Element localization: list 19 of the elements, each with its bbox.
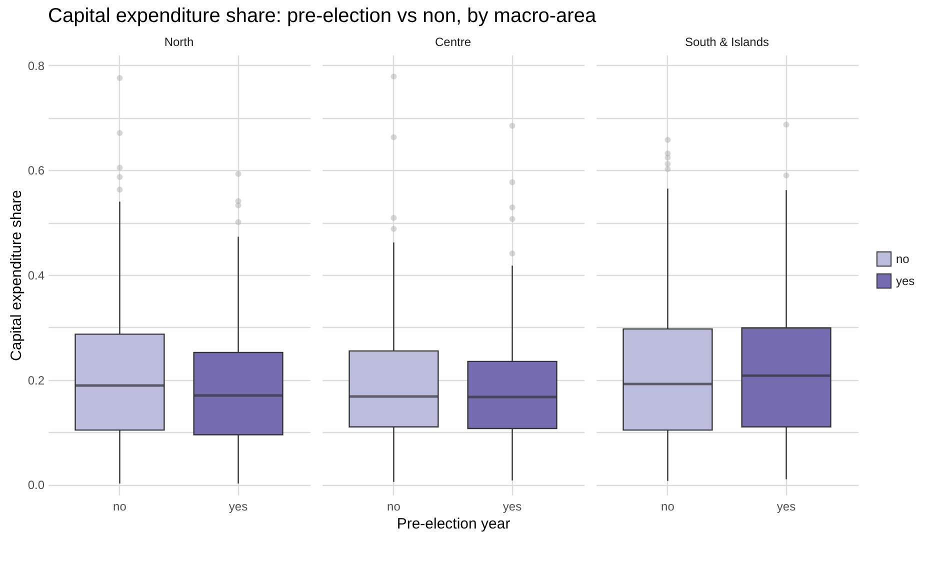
chart-subtitle: South & Islands: [684, 35, 770, 49]
legend-label: yes: [896, 274, 915, 288]
x-tick-label: yes: [502, 500, 522, 514]
y-tick-label: 0.4: [28, 268, 45, 282]
y-tick-label: 0.2: [28, 373, 45, 388]
chart-subtitle: Centre: [434, 35, 472, 49]
chart-title: Capital expenditure share: pre-election vs non, by macro-area: [48, 5, 597, 27]
x-tick-label: no: [387, 500, 401, 514]
x-tick-label: yes: [776, 500, 796, 514]
y-tick-label: 0.8: [28, 58, 45, 73]
chart-subtitle: North: [164, 35, 194, 49]
y-tick-label: 0.6: [28, 164, 45, 178]
x-tick-label: no: [661, 500, 675, 514]
x-axis-title: Pre-election year: [396, 516, 510, 532]
y-axis-title: Capital expenditure share: [8, 190, 25, 361]
legend-label: no: [896, 252, 910, 266]
y-tick-label: 0.0: [28, 478, 45, 492]
x-tick-label: no: [113, 500, 127, 514]
x-tick-label: yes: [228, 500, 248, 514]
